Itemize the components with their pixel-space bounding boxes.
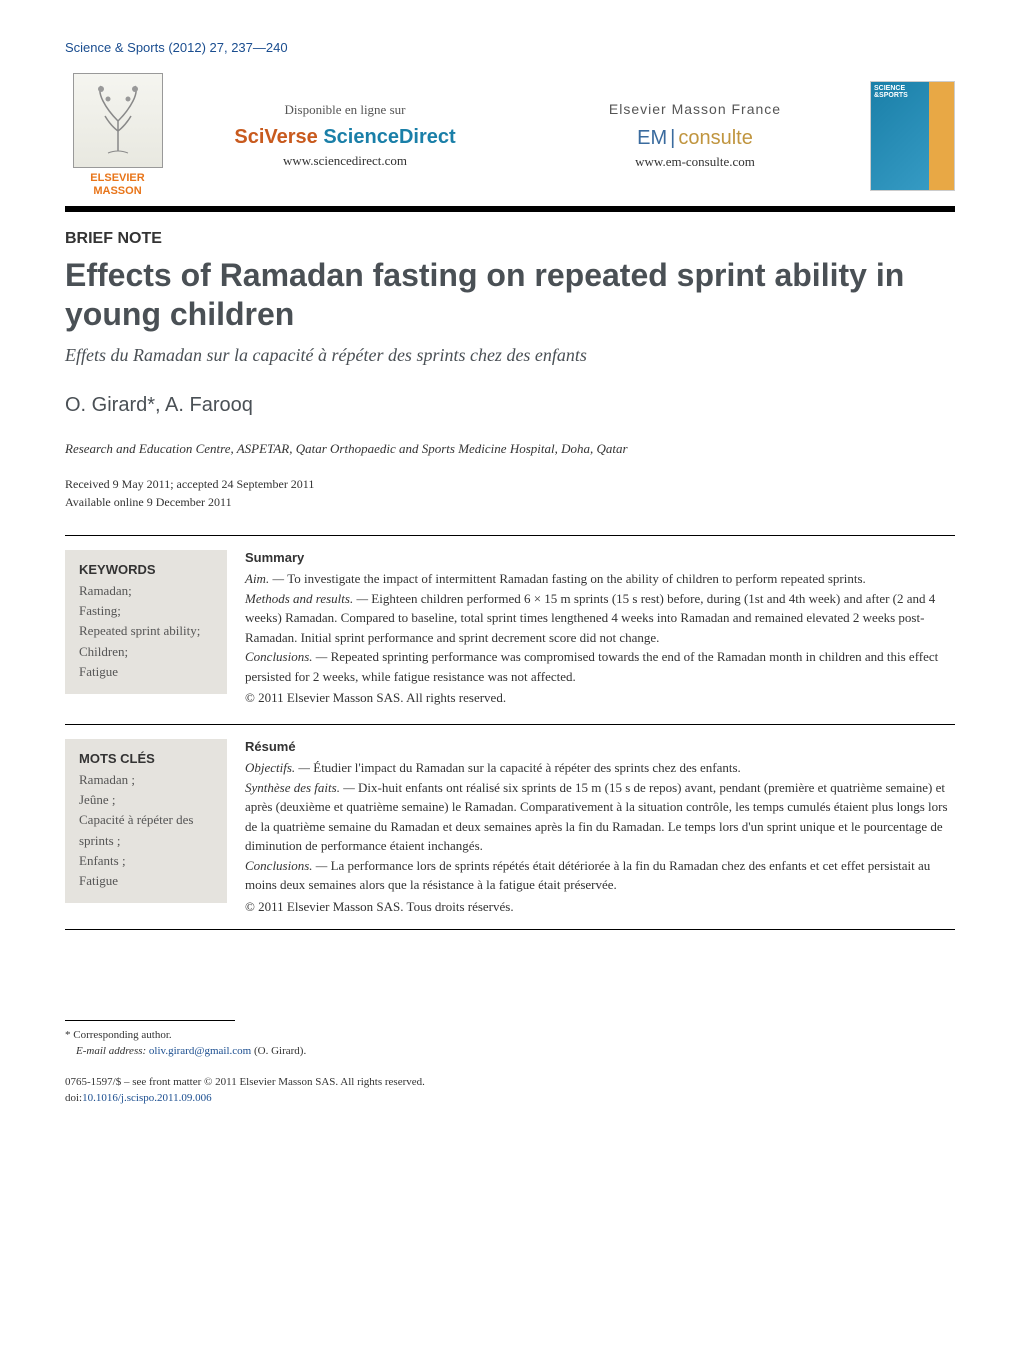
- doi-link[interactable]: 10.1016/j.scispo.2011.09.006: [82, 1092, 211, 1104]
- email-author-name: (O. Girard).: [251, 1045, 306, 1057]
- elsevier-logo-box: ELSEVIER MASSON: [65, 73, 170, 198]
- resume-title: Résumé: [245, 739, 955, 754]
- em-part1: EM: [637, 127, 667, 149]
- article-title: Effects of Ramadan fasting on repeated s…: [65, 256, 955, 333]
- em-france-label: Elsevier Masson France: [520, 101, 870, 117]
- copyright-fr: © 2011 Elsevier Masson SAS. Tous droits …: [245, 899, 955, 915]
- english-abstract-section: KEYWORDS Ramadan; Fasting; Repeated spri…: [65, 535, 955, 706]
- copyright-en: © 2011 Elsevier Masson SAS. All rights r…: [245, 690, 955, 706]
- methods-label: Methods and results. —: [245, 591, 371, 606]
- footnote-separator: [65, 1020, 235, 1021]
- em-divider: |: [670, 127, 675, 149]
- keywords-list-en: Ramadan; Fasting; Repeated sprint abilit…: [79, 581, 213, 682]
- em-consulte-url[interactable]: www.em-consulte.com: [520, 154, 870, 170]
- received-date: Received 9 May 2011; accepted 24 Septemb…: [65, 475, 955, 493]
- email-label: E-mail address:: [76, 1045, 149, 1057]
- aim-label: Aim. —: [245, 571, 287, 586]
- sciencedirect-url[interactable]: www.sciencedirect.com: [170, 153, 520, 169]
- sciverse-part2: ScienceDirect: [318, 126, 456, 148]
- elsevier-line2: MASSON: [93, 185, 141, 197]
- email-address[interactable]: oliv.girard@gmail.com: [149, 1045, 251, 1057]
- journal-reference: Science & Sports (2012) 27, 237—240: [65, 40, 955, 55]
- sciverse-part1: SciVerse: [234, 126, 317, 148]
- authors: O. Girard*, A. Farooq: [65, 394, 955, 417]
- conclusions-text-fr: La performance lors de sprints répétés é…: [245, 858, 930, 893]
- summary-body: Summary Aim. — To investigate the impact…: [245, 550, 955, 706]
- objectifs-text: Étudier l'impact du Ramadan sur la capac…: [313, 760, 741, 775]
- em-part2: consulte: [678, 127, 753, 149]
- sciencedirect-block: Disponible en ligne sur SciVerse Science…: [170, 102, 520, 169]
- aim-text: To investigate the impact of intermitten…: [287, 571, 866, 586]
- footer-area: * Corresponding author. E-mail address: …: [65, 1020, 955, 1107]
- conclusions-text-en: Repeated sprinting performance was compr…: [245, 649, 938, 684]
- em-consulte-logo: EM|consulte: [520, 127, 870, 150]
- affiliation: Research and Education Centre, ASPETAR, …: [65, 441, 955, 457]
- keywords-box-fr: MOTS CLÉS Ramadan ; Jeûne ; Capacité à r…: [65, 739, 227, 903]
- summary-text: Aim. — To investigate the impact of inte…: [245, 569, 955, 686]
- online-date: Available online 9 December 2011: [65, 493, 955, 511]
- header-divider: [65, 206, 955, 212]
- keywords-list-fr: Ramadan ; Jeûne ; Capacité à répéter des…: [79, 770, 213, 891]
- sciverse-logo: SciVerse ScienceDirect: [170, 126, 520, 149]
- publication-dates: Received 9 May 2011; accepted 24 Septemb…: [65, 475, 955, 511]
- elsevier-line1: ELSEVIER: [90, 172, 144, 184]
- article-type: BRIEF NOTE: [65, 230, 955, 248]
- keywords-label-fr: MOTS CLÉS: [79, 751, 213, 766]
- corresponding-label: * Corresponding author.: [65, 1029, 172, 1041]
- conclusions-label-en: Conclusions. —: [245, 649, 331, 664]
- elsevier-publisher-name: ELSEVIER MASSON: [90, 172, 144, 198]
- issn-copyright: 0765-1597/$ – see front matter © 2011 El…: [65, 1074, 955, 1091]
- cover-sidebar: [929, 82, 954, 190]
- cover-title: SCIENCE &SPORTS: [874, 85, 908, 99]
- resume-text: Objectifs. — Étudier l'impact du Ramadan…: [245, 758, 955, 895]
- keywords-box-en: KEYWORDS Ramadan; Fasting; Repeated spri…: [65, 550, 227, 694]
- disponible-text: Disponible en ligne sur: [170, 102, 520, 118]
- french-abstract-section: MOTS CLÉS Ramadan ; Jeûne ; Capacité à r…: [65, 724, 955, 930]
- corresponding-author-note: * Corresponding author. E-mail address: …: [65, 1027, 955, 1060]
- conclusions-label-fr: Conclusions. —: [245, 858, 331, 873]
- doi-label: doi:: [65, 1092, 82, 1104]
- synthese-label: Synthèse des faits. —: [245, 780, 358, 795]
- elsevier-tree-icon: [73, 73, 163, 168]
- keywords-label-en: KEYWORDS: [79, 562, 213, 577]
- summary-title: Summary: [245, 550, 955, 565]
- header-row: ELSEVIER MASSON Disponible en ligne sur …: [65, 73, 955, 198]
- journal-cover-thumbnail: SCIENCE &SPORTS: [870, 81, 955, 191]
- objectifs-label: Objectifs. —: [245, 760, 313, 775]
- resume-body: Résumé Objectifs. — Étudier l'impact du …: [245, 739, 955, 915]
- article-subtitle-french: Effets du Ramadan sur la capacité à répé…: [65, 345, 955, 366]
- em-consulte-block: Elsevier Masson France EM|consulte www.e…: [520, 101, 870, 170]
- doi-block: 0765-1597/$ – see front matter © 2011 El…: [65, 1074, 955, 1107]
